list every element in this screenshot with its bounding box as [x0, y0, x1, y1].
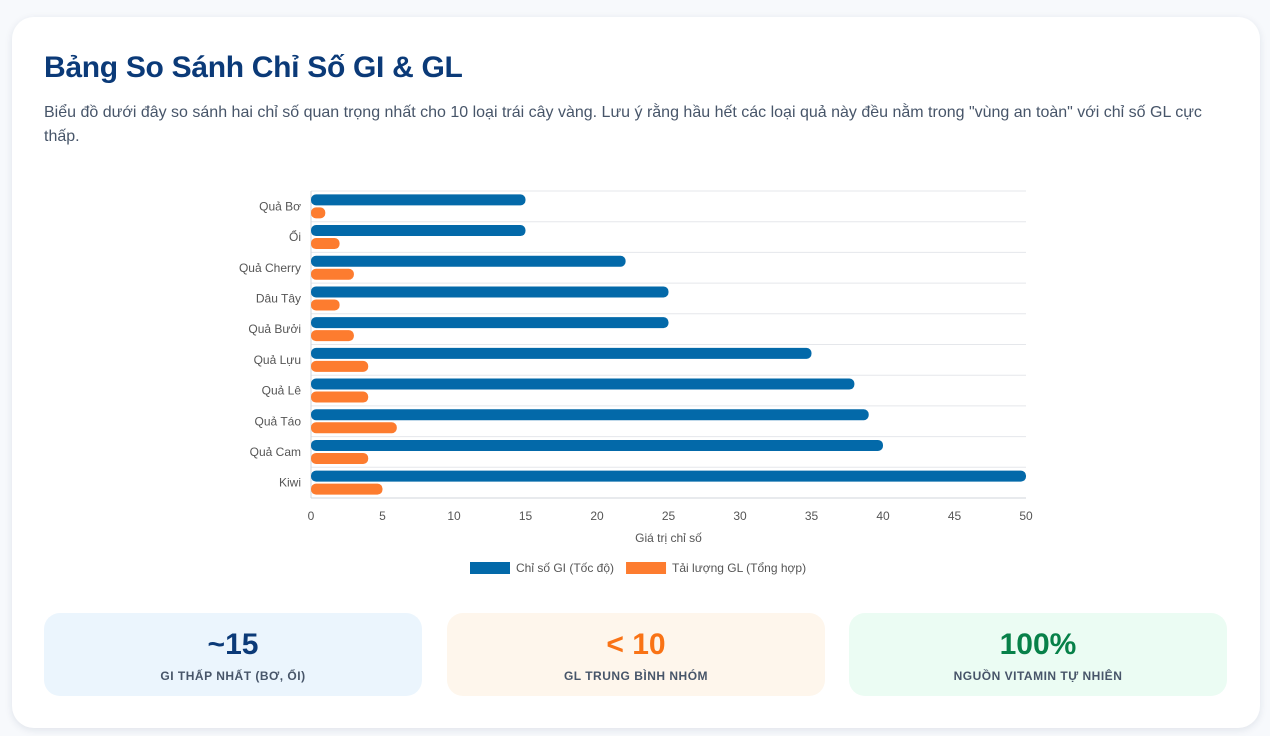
category-label: Quả Bưởi	[248, 322, 301, 336]
category-label: Quả Lê	[262, 384, 302, 398]
legend-swatch-gl	[626, 562, 667, 574]
chart-bars	[311, 194, 1026, 495]
main-card: Bảng So Sánh Chỉ Số GI & GL Biểu đồ dưới…	[12, 17, 1260, 728]
category-label: Quả Cherry	[239, 261, 301, 275]
stat-card-average-gl: < 10 GL TRUNG BÌNH NHÓM	[447, 613, 825, 696]
chart-legend: Chỉ số GI (Tốc độ) Tải lượng GL (Tổng hợp…	[470, 561, 806, 575]
x-tick-label: 0	[308, 509, 315, 523]
gl-bar	[311, 452, 369, 464]
x-tick-label: 25	[662, 509, 676, 523]
category-label: Ổi	[289, 229, 301, 244]
gl-bar	[311, 360, 369, 372]
x-tick-label: 5	[379, 509, 386, 523]
page-title: Bảng So Sánh Chỉ Số GI & GL	[44, 51, 463, 84]
stat-label: GL TRUNG BÌNH NHÓM	[563, 669, 709, 683]
category-label: Quả Bơ	[259, 199, 301, 213]
category-label: Kiwi	[279, 476, 301, 490]
x-tick-label: 50	[1019, 509, 1033, 523]
gi-bar	[311, 194, 526, 206]
gi-gl-bar-chart: Quả Bơ Ổi Quả Cherry Dâu Tây Quả Bưởi Quả Lựu…	[239, 190, 1033, 575]
x-tick-label: 45	[948, 509, 962, 523]
gl-bar	[311, 268, 354, 280]
category-label: Quả Lựu	[254, 353, 301, 367]
gi-bar	[311, 255, 626, 267]
gi-bar	[311, 470, 1026, 482]
stat-label: NGUỒN VITAMIN TỰ NHIÊN	[953, 669, 1123, 683]
gl-bar	[311, 483, 383, 495]
category-label: Quả Cam	[250, 445, 301, 459]
chart-grid	[310, 190, 1026, 499]
stat-card-vitamin-source: 100% NGUỒN VITAMIN TỰ NHIÊN	[849, 613, 1227, 696]
category-label: Dâu Tây	[256, 291, 301, 305]
x-tick-label: 15	[519, 509, 533, 523]
stat-value: 100%	[999, 628, 1077, 661]
gl-bar	[311, 299, 340, 311]
gl-bar	[311, 238, 340, 250]
gi-bar	[311, 225, 526, 237]
x-tick-label: 10	[447, 509, 461, 523]
gl-bar	[311, 207, 326, 219]
stat-card-lowest-gi: ~15 GI THẤP NHẤT (BƠ, ỔI)	[44, 613, 422, 696]
gi-bar	[311, 378, 855, 390]
gi-bar	[311, 317, 669, 329]
gi-bar	[311, 347, 812, 359]
gl-bar	[311, 391, 369, 403]
stat-value: < 10	[606, 628, 666, 661]
page-description: Biểu đồ dưới đây so sánh hai chỉ số quan…	[44, 104, 1202, 145]
chart-labels: Quả Bơ Ổi Quả Cherry Dâu Tây Quả Bưởi Quả Lựu…	[239, 199, 1033, 545]
gi-bar	[311, 409, 869, 421]
legend-label-gi: Chỉ số GI (Tốc độ)	[516, 561, 614, 575]
x-tick-label: 20	[590, 509, 604, 523]
gl-bar	[311, 422, 397, 434]
legend-label-gl: Tải lượng GL (Tổng hợp)	[672, 561, 806, 575]
x-axis-label: Giá trị chỉ số	[635, 531, 702, 545]
gl-bar	[311, 330, 354, 342]
x-tick-label: 40	[876, 509, 890, 523]
legend-swatch-gi	[470, 562, 510, 574]
category-label: Quả Táo	[255, 414, 302, 428]
stat-value: ~15	[207, 628, 259, 661]
x-tick-label: 35	[805, 509, 819, 523]
gi-bar	[311, 286, 669, 298]
x-tick-label: 30	[733, 509, 747, 523]
stat-label: GI THẤP NHẤT (BƠ, ỔI)	[160, 669, 306, 683]
gi-bar	[311, 439, 883, 451]
